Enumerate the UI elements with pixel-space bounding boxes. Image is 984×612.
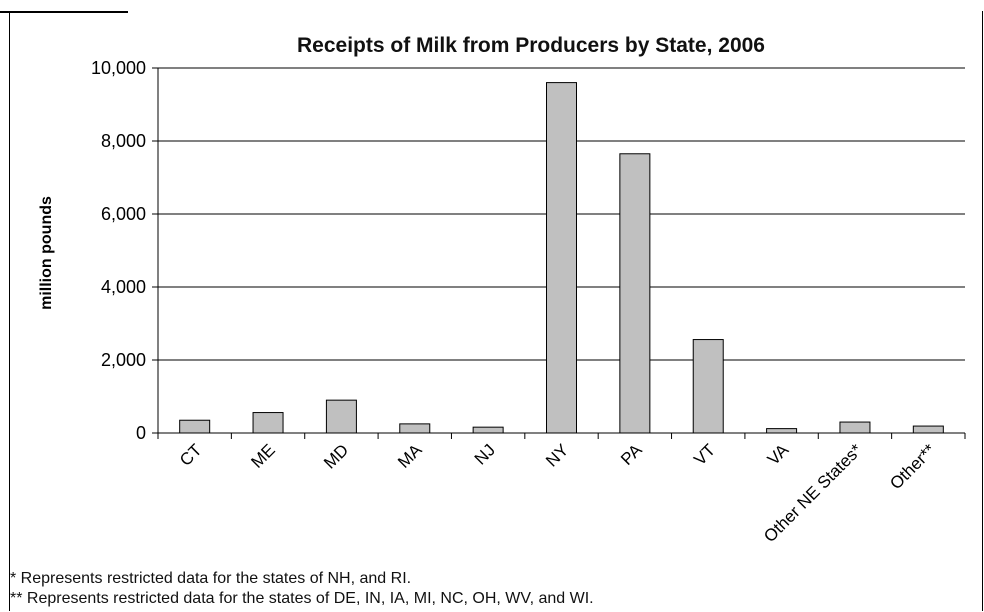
x-tick-label: VT: [690, 440, 719, 469]
x-tick-label: CT: [176, 440, 205, 469]
x-tick-label: MA: [394, 440, 426, 472]
y-tick-label: 8,000: [101, 131, 146, 151]
x-tick-label: Other**: [886, 440, 939, 493]
y-tick-label: 6,000: [101, 204, 146, 224]
y-axis-label: million pounds: [38, 196, 55, 310]
bar-other: [912, 425, 944, 434]
chart-title: Receipts of Milk from Producers by State…: [297, 34, 765, 57]
bar-me: [252, 412, 284, 434]
y-tick-label: 0: [136, 423, 146, 443]
x-tick-label: NY: [542, 440, 572, 470]
header-rule: [0, 11, 128, 13]
bar-va: [766, 428, 798, 434]
bar-vt: [692, 339, 724, 434]
x-tick-label: PA: [617, 440, 646, 469]
bar-nj: [472, 426, 504, 434]
bar-md: [325, 399, 357, 434]
bar-other-ne-states: [839, 421, 871, 434]
footnote-2: ** Represents restricted data for the st…: [10, 590, 594, 607]
x-tick-label: VA: [764, 440, 793, 469]
x-tick-label: NJ: [471, 440, 499, 468]
x-tick-label: ME: [247, 440, 278, 471]
bar-ct: [179, 419, 211, 434]
y-tick-label: 2,000: [101, 350, 146, 370]
bar-ma: [399, 423, 431, 434]
x-tick-label: MD: [320, 440, 352, 472]
bar-pa: [619, 153, 651, 434]
y-tick-label: 10,000: [91, 58, 146, 78]
footnote-1: * Represents restricted data for the sta…: [10, 570, 412, 587]
y-tick-label: 4,000: [101, 277, 146, 297]
bar-ny: [546, 82, 577, 434]
chart-frame: [9, 11, 983, 611]
